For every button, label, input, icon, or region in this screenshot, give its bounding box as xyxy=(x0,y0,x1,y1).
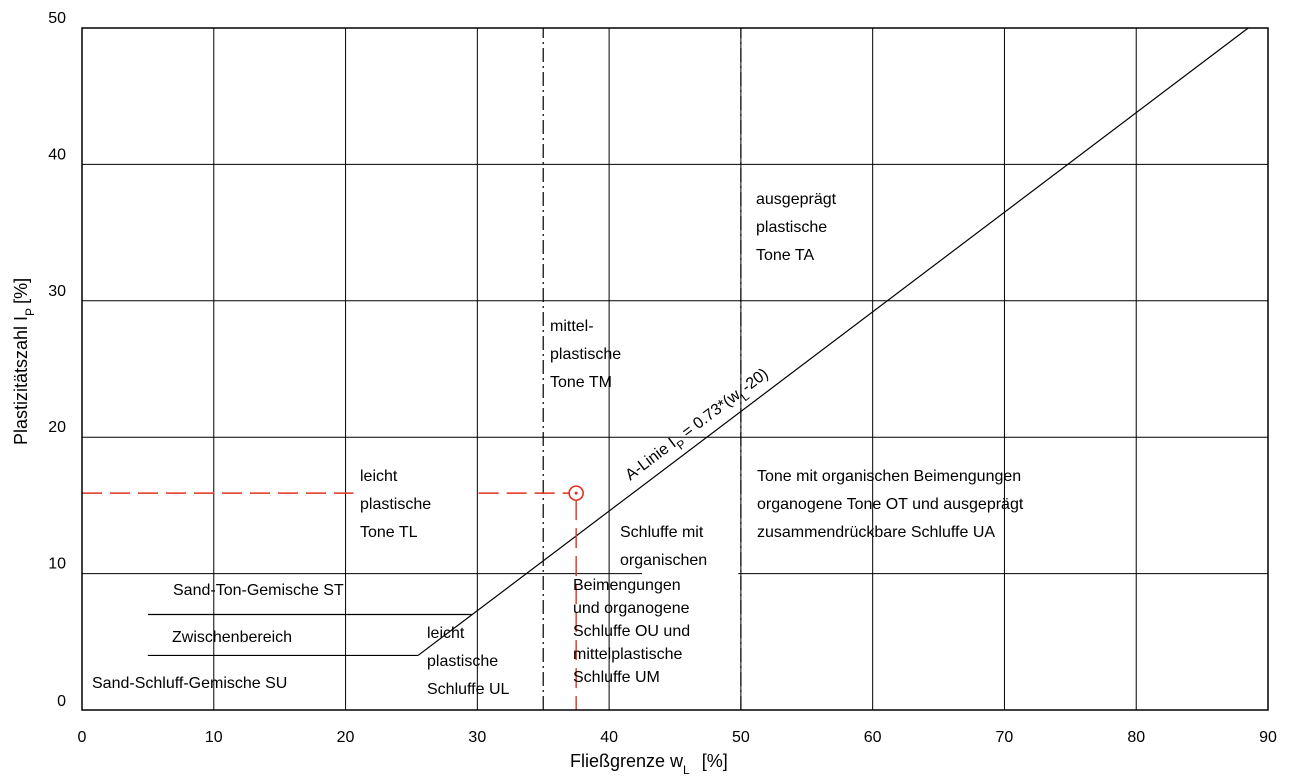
region-label: ausgeprägt plastische Tone TA xyxy=(756,191,837,264)
region-label-line: mittelplastische xyxy=(573,646,682,663)
region-label-line: leicht xyxy=(360,468,398,485)
region-label: Zwischenbereich xyxy=(172,629,292,646)
region-label-line: plastische xyxy=(550,346,621,363)
region-label-line: plastische xyxy=(756,219,827,236)
region-label: leicht plastische Tone TL xyxy=(360,468,431,541)
region-label-line: Tone mit organischen Beimengungen xyxy=(757,468,1021,485)
region-label-line: organischen xyxy=(620,552,707,569)
x-tick-label: 60 xyxy=(864,729,882,746)
region-label-line: leicht xyxy=(427,625,465,642)
x-tick-label: 10 xyxy=(205,729,223,746)
y-tick-label: 40 xyxy=(48,146,66,163)
x-tick-label: 0 xyxy=(78,729,87,746)
x-tick-label: 30 xyxy=(468,729,486,746)
region-label-line: Tone TA xyxy=(756,247,814,264)
region-label: Tone mit organischen Beimengungen organog… xyxy=(757,468,1024,541)
y-tick-labels: 0 10 20 30 40 50 xyxy=(48,10,66,710)
x-tick-labels: 0 10 20 30 40 50 60 70 80 90 xyxy=(78,729,1277,746)
a-line xyxy=(417,27,1249,656)
grid-mask xyxy=(642,572,739,576)
region-labels: leicht plastische Tone TL mittel-plastische… xyxy=(92,191,1024,698)
x-tick-label: 70 xyxy=(996,729,1014,746)
y-axis-label: Plastizitätszahl IP[%] xyxy=(11,278,37,445)
region-label-line: ausgeprägt xyxy=(756,191,837,208)
region-label: leicht plastische Schluffe UL xyxy=(427,625,510,698)
x-axis-label: Fließgrenze wL [%] xyxy=(570,751,728,777)
region-label-line: Sand-Schluff-Gemische SU xyxy=(92,675,287,692)
region-label: Sand-Schluff-Gemische SU xyxy=(92,675,287,692)
region-label-line: Beimengungen xyxy=(573,577,681,594)
boundary-lines xyxy=(147,28,742,710)
y-tick-label: 10 xyxy=(48,556,66,573)
region-label-line: Tone TL xyxy=(360,524,418,541)
x-tick-label: 40 xyxy=(600,729,618,746)
region-label: Beimengungen und organogene Schluffe OU un… xyxy=(573,577,690,686)
a-line-path xyxy=(417,27,1249,656)
region-label: Schluffe mit organischen xyxy=(620,524,707,569)
x-tick-label: 90 xyxy=(1259,729,1277,746)
y-tick-label: 30 xyxy=(48,283,66,300)
sample-point-center xyxy=(574,491,578,495)
y-tick-label: 50 xyxy=(48,10,66,27)
region-label: Sand-Ton-Gemische ST xyxy=(173,582,344,599)
region-label-line: zusammendrückbare Schluffe UA xyxy=(757,524,995,541)
region-label-line: und organogene xyxy=(573,600,690,617)
region-label-line: Zwischenbereich xyxy=(172,629,292,646)
y-tick-label: 0 xyxy=(57,693,66,710)
region-label-line: plastische xyxy=(360,496,431,513)
region-label-line: Schluffe UL xyxy=(427,681,510,698)
region-label-line: Schluffe OU und xyxy=(573,623,690,640)
region-label-line: organogene Tone OT und ausgeprägt xyxy=(757,496,1024,513)
x-tick-label: 20 xyxy=(337,729,355,746)
y-tick-label: 20 xyxy=(48,419,66,436)
region-label-line: mittel- xyxy=(550,318,594,335)
region-label-line: Schluffe mit xyxy=(620,524,704,541)
sample-marker xyxy=(82,485,584,710)
plot-frame xyxy=(81,27,1269,711)
region-label-line: plastische xyxy=(427,653,498,670)
x-tick-label: 50 xyxy=(732,729,750,746)
region-label-line: Tone TM xyxy=(550,374,612,391)
region-label: mittel-plastische Tone TM xyxy=(550,318,621,391)
a-line-label: A-Linie IP = 0.73*(wL-20) xyxy=(622,365,774,488)
region-label-line: Sand-Ton-Gemische ST xyxy=(173,582,344,599)
region-label-line: Schluffe UM xyxy=(573,669,660,686)
x-tick-label: 80 xyxy=(1127,729,1145,746)
